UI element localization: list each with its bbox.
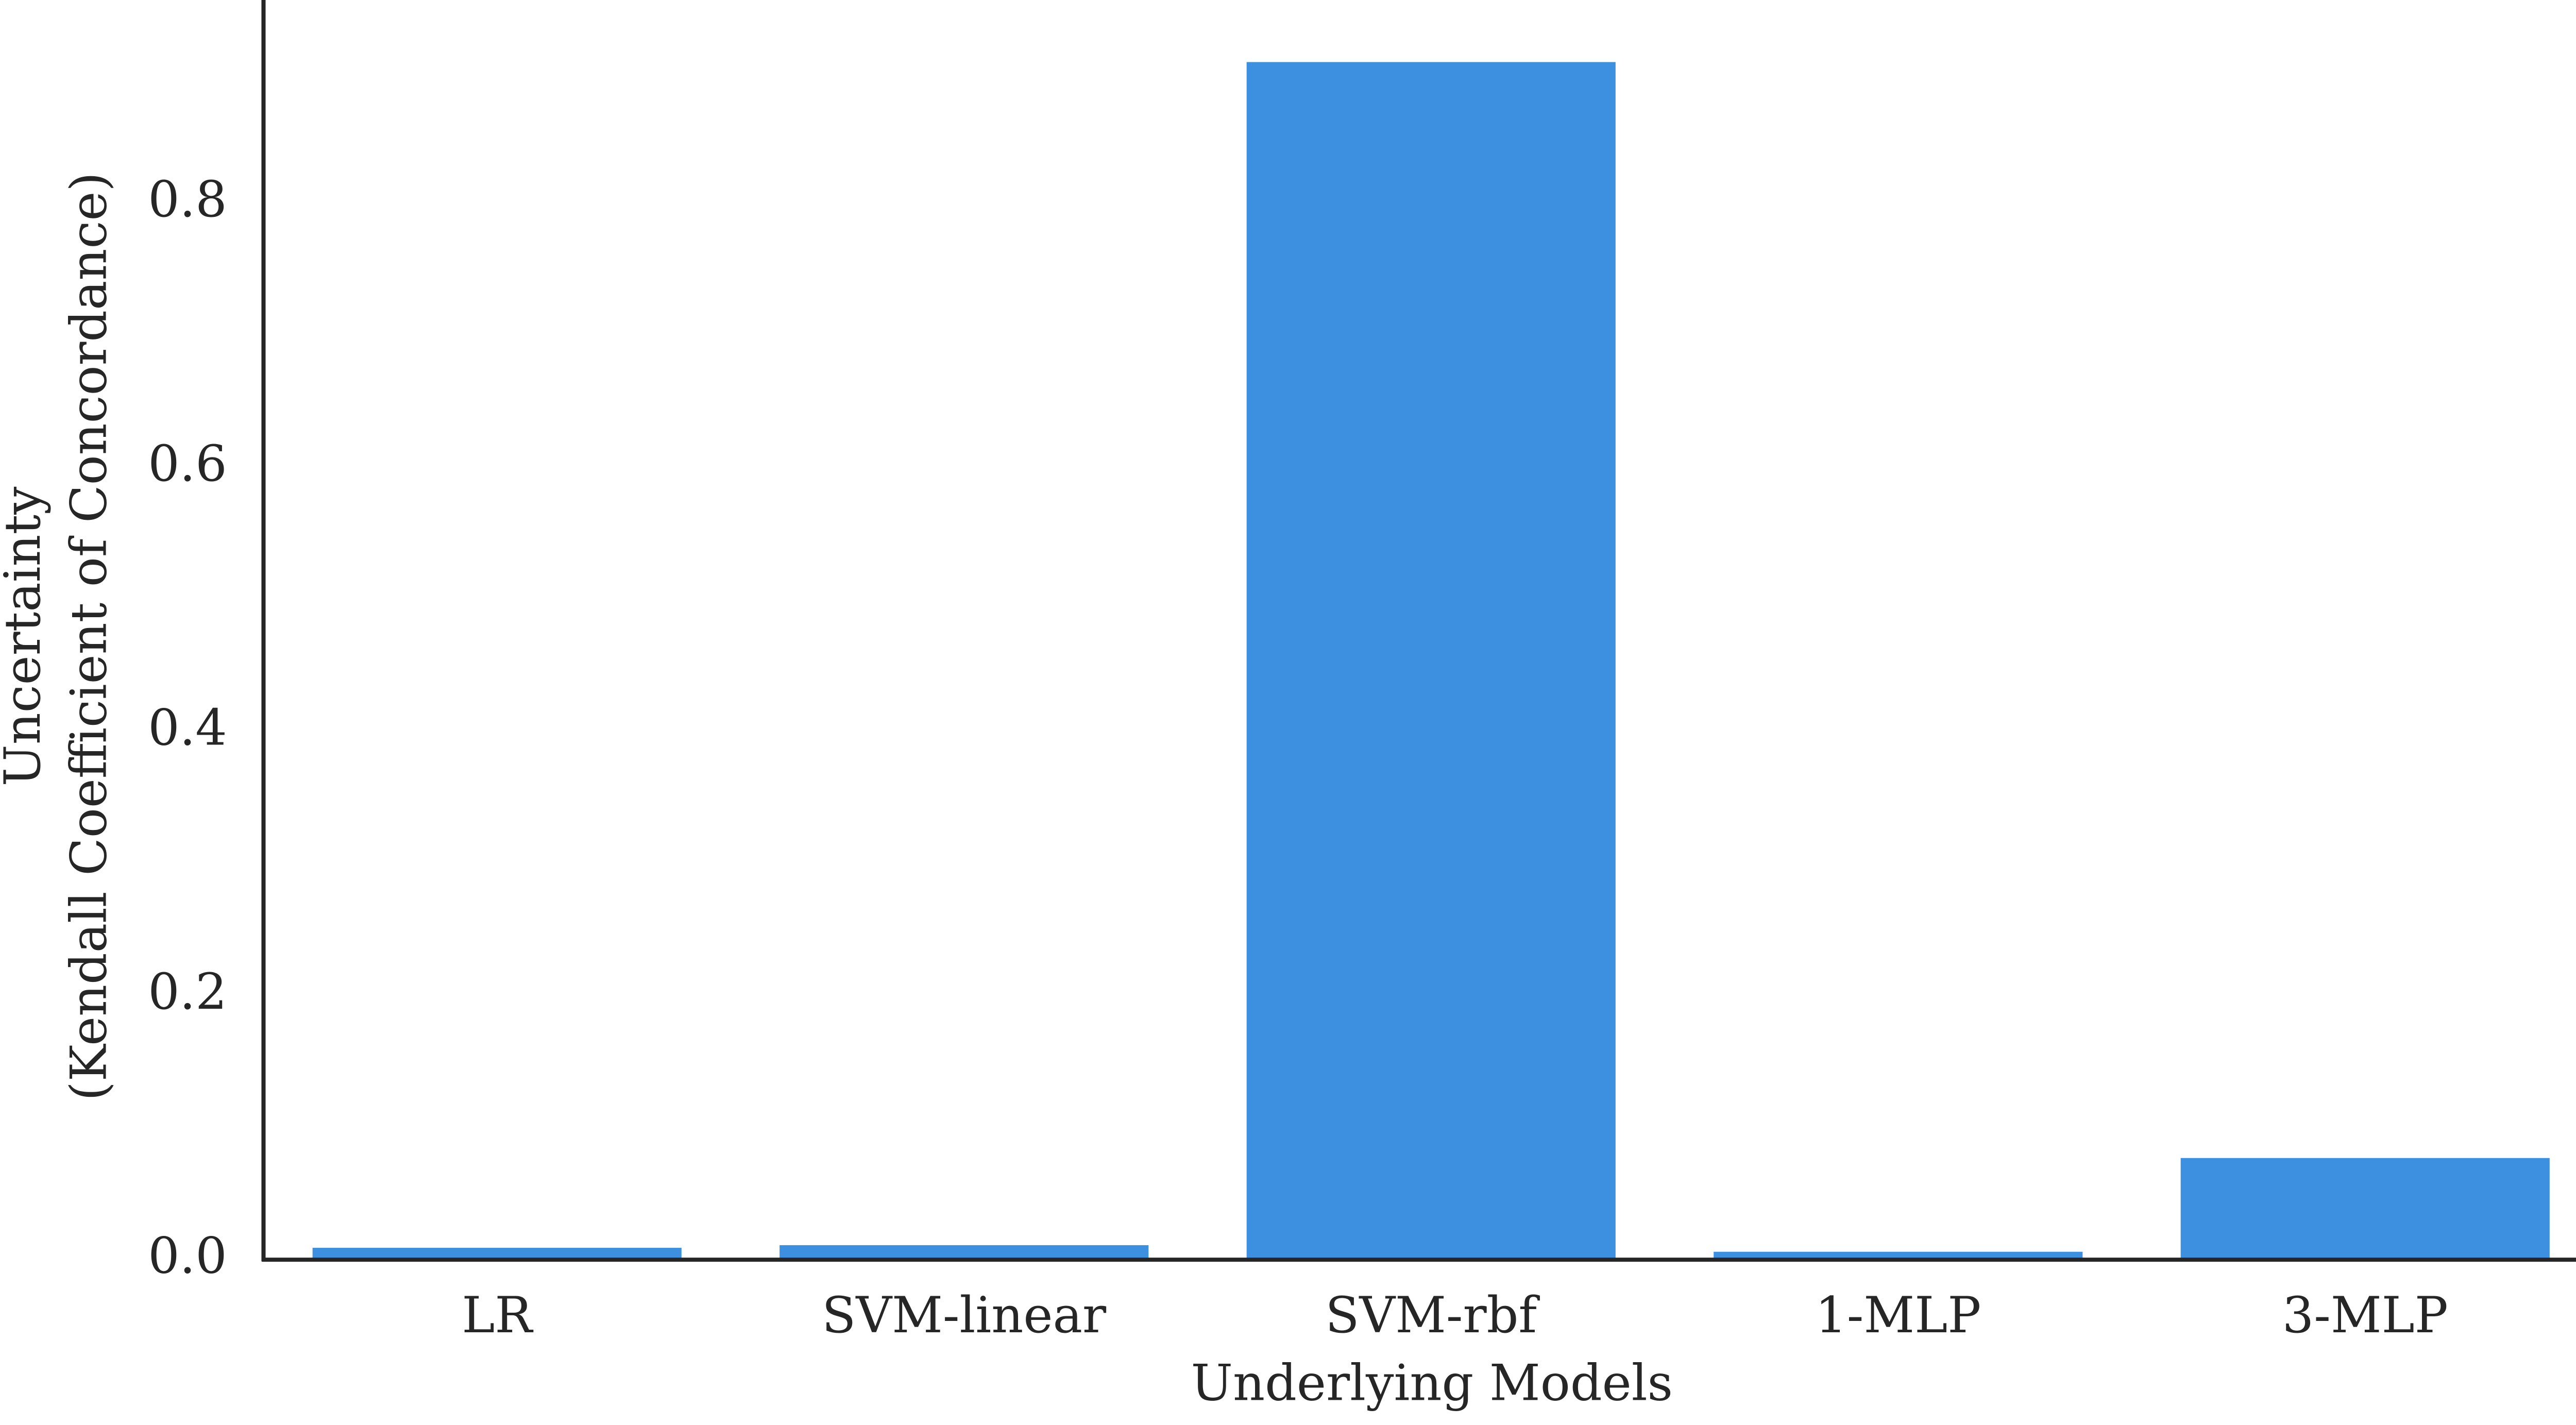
x-tick-label: SVM-linear — [822, 1286, 1107, 1344]
bar — [779, 1245, 1149, 1260]
x-tick-label: 1-MLP — [1815, 1286, 1981, 1344]
y-tick-label: 0.2 — [148, 963, 227, 1021]
x-tick-label: 3-MLP — [2282, 1286, 2448, 1344]
x-tick-label: LR — [462, 1286, 533, 1344]
y-tick-label: 0.6 — [148, 435, 227, 493]
y-tick-label: 0.8 — [148, 171, 227, 228]
y-axis-label: (Kendall Coefficient of Concordance) — [60, 172, 118, 1101]
bar — [312, 1248, 682, 1260]
y-tick-label: 0.0 — [148, 1227, 227, 1285]
y-tick-label: 0.4 — [148, 699, 227, 756]
x-tick-label: SVM-rbf — [1325, 1286, 1540, 1344]
x-axis-label: Underlying Models — [1191, 1354, 1673, 1412]
bar — [2180, 1158, 2550, 1260]
bar — [1246, 62, 1616, 1260]
y-axis-label: Uncertainty — [0, 486, 52, 786]
